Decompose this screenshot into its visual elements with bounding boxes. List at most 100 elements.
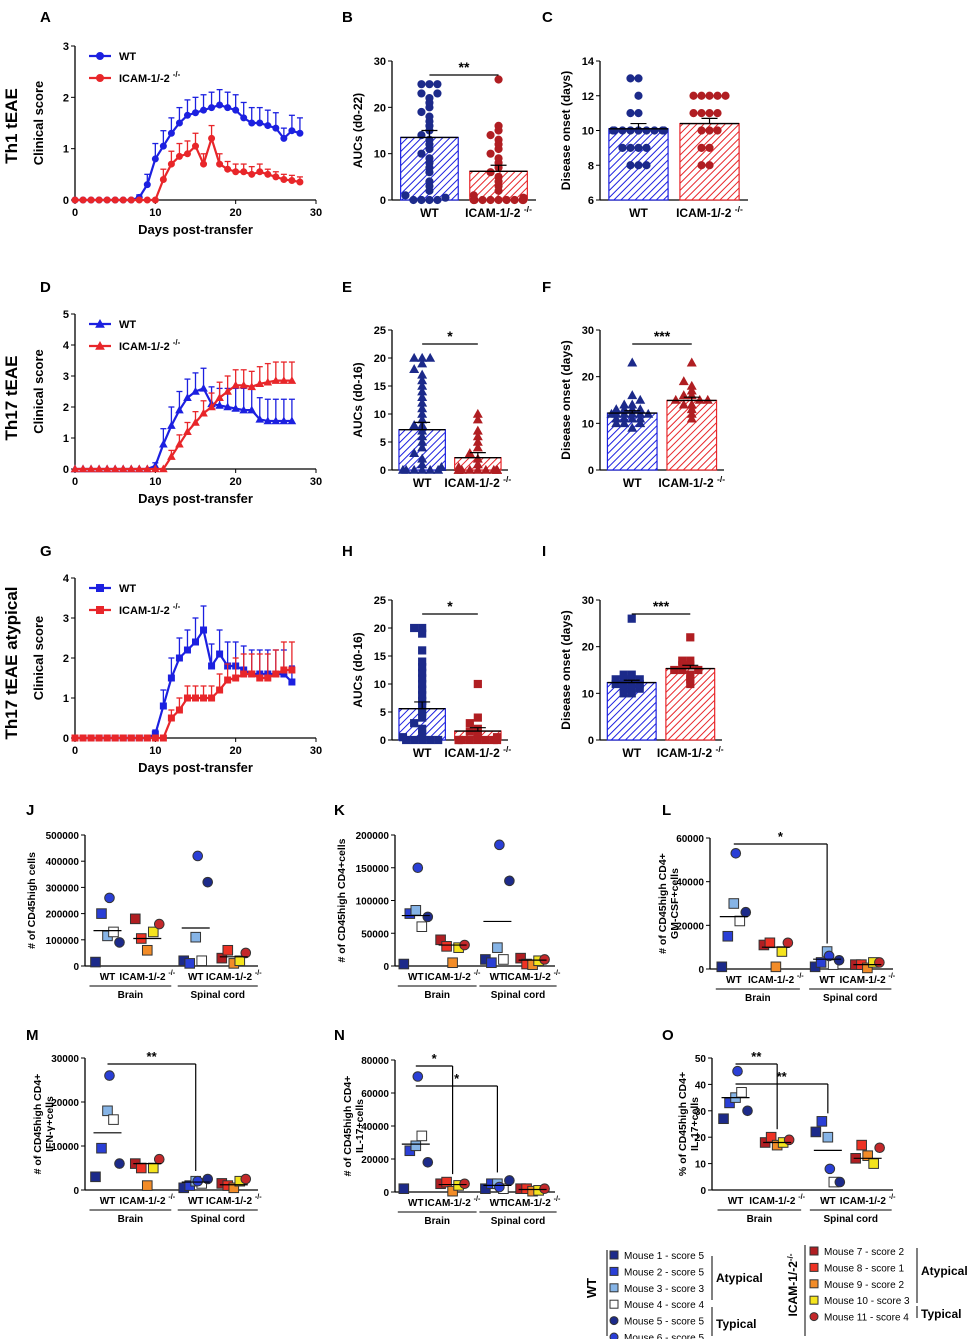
data-point <box>280 134 288 142</box>
legend-item-ko: Mouse 7 - score 2 <box>824 1247 904 1258</box>
data-point <box>705 143 714 152</box>
data-point <box>425 154 434 163</box>
panel-letter-b: B <box>342 9 353 26</box>
data-point <box>473 713 482 722</box>
data-point <box>417 436 428 446</box>
y-tick-label: 25 <box>374 325 386 337</box>
data-point <box>409 195 418 205</box>
data-point <box>208 104 216 112</box>
data-point <box>494 135 503 144</box>
data-point <box>240 114 248 122</box>
ko-superscript: -/- <box>717 474 725 484</box>
ko-superscript: -/- <box>503 744 511 754</box>
data-point <box>426 735 435 745</box>
y-tick-label: 1 <box>63 433 69 445</box>
x-label-ko: ICAM-1/-2 -/- <box>444 744 511 760</box>
data-point <box>689 109 698 118</box>
legend-swatch <box>809 1312 819 1322</box>
y-axis-title-line: # of CD45high CD4+ <box>342 1076 354 1177</box>
x-label-ko: ICAM-1/-2 -/- <box>505 1194 561 1209</box>
legend-item-wt: Mouse 4 - score 4 <box>624 1300 704 1311</box>
data-point <box>143 464 152 473</box>
ko-name: ICAM-1/-2 <box>505 972 554 983</box>
y-tick-label: 0 <box>63 733 69 745</box>
data-point <box>256 168 264 176</box>
y-tick-label: 40000 <box>676 878 704 889</box>
scatter-chart-k: 0 50000 100000 150000 200000 # of CD45high CD… <box>336 831 561 1001</box>
y-tick-label: 40 <box>695 1080 707 1091</box>
row-label-th17: Th17 tEAE <box>2 355 21 440</box>
legend-typical-ko: Typical <box>921 1307 961 1321</box>
region-label-spinal: Spinal cord <box>191 990 245 1001</box>
x-label-wt: WT <box>100 972 116 983</box>
y-tick-label: 3 <box>63 41 69 53</box>
scatter-chart-o: 0 10 20 30 40 50 % of CD45high CD4+IL-17+cells… <box>677 1049 896 1225</box>
data-point <box>418 724 427 733</box>
ko-superscript: -/- <box>524 204 532 214</box>
legend-label-wt: WT <box>119 319 136 331</box>
y-tick-label: 20000 <box>361 1155 389 1166</box>
legend-swatch <box>809 1279 819 1289</box>
data-point <box>135 734 143 742</box>
data-point <box>492 733 502 742</box>
data-point <box>697 161 706 170</box>
data-point <box>418 657 427 666</box>
data-point <box>539 1183 550 1194</box>
data-point <box>200 694 208 702</box>
row-label-th1: Th1 tEAE <box>2 88 21 164</box>
x-label-wt: WT <box>622 746 641 760</box>
legend-item-wt: Mouse 1 - score 5 <box>624 1251 704 1262</box>
data-point <box>288 666 296 674</box>
data-point <box>494 172 503 181</box>
data-point <box>216 650 224 658</box>
data-point <box>398 1183 410 1195</box>
x-tick-label: 0 <box>72 207 78 219</box>
ko-name: ICAM-1/-2 <box>786 1261 800 1317</box>
data-point <box>417 453 428 463</box>
x-label-ko: ICAM-1/-2 -/- <box>748 971 804 986</box>
data-point <box>129 913 141 925</box>
data-point <box>167 674 175 682</box>
data-point <box>504 875 515 887</box>
data-point <box>175 119 183 127</box>
x-tick-label: 30 <box>310 745 322 757</box>
row-label-th17-atypical: Th17 tEAE atypical <box>2 586 21 739</box>
data-point <box>822 1131 834 1143</box>
ko-name: ICAM-1/-2 <box>119 341 173 353</box>
data-point <box>611 404 622 414</box>
significance-label: *** <box>654 328 671 344</box>
data-point <box>417 397 428 407</box>
legend-item-wt: Mouse 5 - score 5 <box>624 1317 704 1328</box>
ko-superscript: -/- <box>474 1194 481 1203</box>
significance-label: ** <box>777 1069 788 1084</box>
y-axis-title: Clinical score <box>31 616 46 701</box>
ko-superscript: -/- <box>554 1194 561 1203</box>
data-point <box>71 734 79 742</box>
data-point <box>192 638 199 646</box>
x-tick-label: 10 <box>149 476 161 488</box>
bar-chart-i: 0 10 20 30 Disease onset (days) WT ICAM-1/-2 -… <box>559 595 724 760</box>
region-label-brain: Brain <box>118 990 144 1001</box>
mouse-legend: WT Mouse 1 - score 5 Mouse 2 - score 5 Mous… <box>584 1245 967 1339</box>
data-point <box>498 954 509 965</box>
data-point <box>95 196 103 204</box>
data-point <box>224 165 232 173</box>
data-point <box>425 80 434 89</box>
data-point <box>216 686 224 694</box>
data-point <box>730 847 742 859</box>
ko-name: ICAM-1/-2 <box>505 1198 554 1209</box>
data-point <box>87 196 95 204</box>
data-point <box>184 958 196 969</box>
y-axis-title: # of CD45high CD4+IFN-γ+cells <box>32 1074 56 1175</box>
region-label-brain: Brain <box>747 1214 773 1225</box>
x-label-ko: ICAM-1/-2 -/- <box>444 474 511 490</box>
data-point <box>539 954 550 965</box>
data-point <box>713 126 722 135</box>
ko-name: ICAM-1/-2 <box>657 746 716 760</box>
data-point <box>200 626 208 634</box>
x-label-wt: WT <box>420 206 439 220</box>
ko-superscript: -/- <box>798 1192 805 1201</box>
data-point <box>110 464 120 473</box>
legend-marker <box>96 584 104 592</box>
data-point <box>472 425 483 435</box>
